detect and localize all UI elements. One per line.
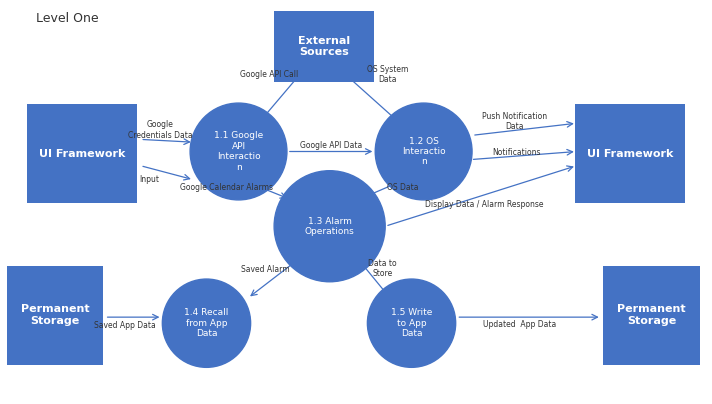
Text: External
Sources: External Sources bbox=[298, 36, 350, 57]
Ellipse shape bbox=[162, 279, 251, 367]
Text: Google API Call: Google API Call bbox=[240, 70, 298, 79]
Text: Saved Alarm: Saved Alarm bbox=[241, 265, 290, 274]
Text: UI Framework: UI Framework bbox=[587, 149, 674, 158]
Text: Google Calendar Alarms: Google Calendar Alarms bbox=[180, 183, 273, 192]
Ellipse shape bbox=[375, 103, 472, 200]
Ellipse shape bbox=[190, 103, 287, 200]
FancyBboxPatch shape bbox=[575, 104, 685, 203]
Text: Push Notification
Data: Push Notification Data bbox=[481, 112, 547, 131]
Text: 1.4 Recall
from App
Data: 1.4 Recall from App Data bbox=[184, 308, 229, 338]
Text: UI Framework: UI Framework bbox=[38, 149, 125, 158]
Text: Display Data / Alarm Response: Display Data / Alarm Response bbox=[425, 200, 543, 209]
Text: Updated  App Data: Updated App Data bbox=[483, 320, 556, 329]
Text: Google API Data: Google API Data bbox=[300, 141, 362, 149]
Text: Level One: Level One bbox=[36, 12, 98, 25]
Text: 1.1 Google
API
Interactio
n: 1.1 Google API Interactio n bbox=[214, 131, 263, 172]
FancyBboxPatch shape bbox=[27, 104, 137, 203]
Text: Google
Credentials Data: Google Credentials Data bbox=[128, 120, 192, 140]
Text: Saved App Data: Saved App Data bbox=[94, 321, 155, 330]
FancyBboxPatch shape bbox=[604, 266, 699, 364]
FancyBboxPatch shape bbox=[274, 11, 374, 82]
Text: 1.3 Alarm
Operations: 1.3 Alarm Operations bbox=[305, 217, 355, 236]
Text: OS System
Data: OS System Data bbox=[367, 65, 408, 84]
Text: Data to
Store: Data to Store bbox=[368, 259, 397, 278]
Ellipse shape bbox=[274, 171, 385, 282]
Ellipse shape bbox=[367, 279, 456, 367]
Text: 1.2 OS
Interactio
n: 1.2 OS Interactio n bbox=[402, 137, 446, 166]
Text: 1.5 Write
to App
Data: 1.5 Write to App Data bbox=[391, 308, 432, 338]
Text: Input: Input bbox=[140, 175, 159, 184]
Text: OS Data: OS Data bbox=[387, 183, 419, 191]
Text: Permanent
Storage: Permanent Storage bbox=[21, 304, 89, 326]
FancyBboxPatch shape bbox=[6, 266, 103, 364]
Text: Permanent
Storage: Permanent Storage bbox=[617, 304, 686, 326]
Text: Notifications: Notifications bbox=[492, 148, 540, 157]
